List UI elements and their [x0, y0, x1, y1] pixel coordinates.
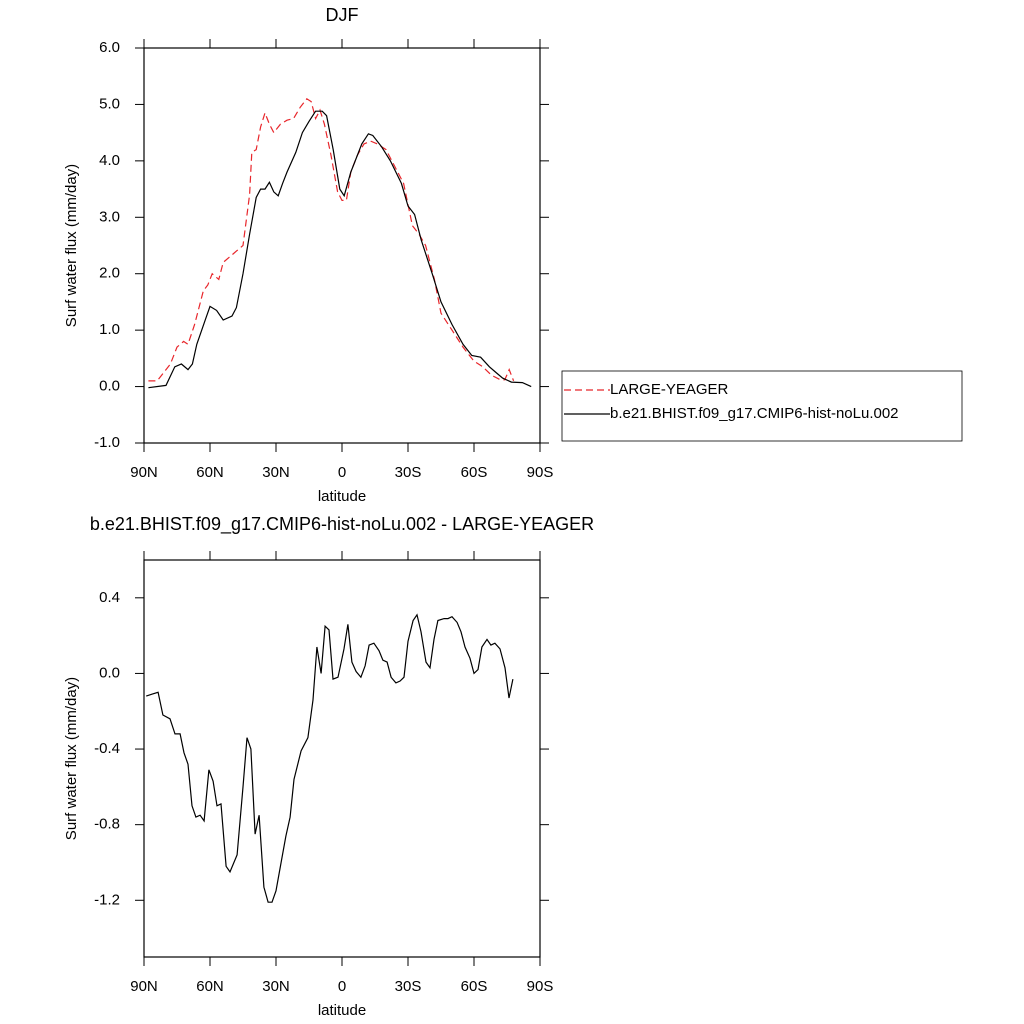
y-tick-label: 0.4: [99, 589, 120, 606]
x-tick-label: 0: [338, 978, 346, 995]
y-axis-label: Surf water flux (mm/day): [63, 677, 80, 840]
legend-label: LARGE-YEAGER: [610, 381, 729, 398]
chart-title: b.e21.BHIST.f09_g17.CMIP6-hist-noLu.002 …: [90, 514, 594, 535]
line-series: [148, 98, 515, 382]
x-tick-label: 30N: [262, 464, 290, 481]
y-tick-label: 0.0: [99, 664, 120, 681]
x-tick-label: 0: [338, 464, 346, 481]
y-tick-label: 4.0: [99, 152, 120, 169]
x-tick-label: 60N: [196, 464, 224, 481]
y-tick-label: 0.0: [99, 378, 120, 395]
x-axis-label: latitude: [318, 1002, 366, 1019]
x-tick-label: 30S: [395, 464, 422, 481]
y-tick-label: 2.0: [99, 265, 120, 282]
plot-frame: [143, 559, 541, 958]
chart-title: DJF: [326, 5, 359, 25]
x-tick-label: 60N: [196, 978, 224, 995]
y-tick-label: -0.4: [94, 740, 120, 757]
y-tick-label: 6.0: [99, 39, 120, 56]
x-tick-label: 90S: [527, 464, 554, 481]
y-axis-label: Surf water flux (mm/day): [63, 164, 80, 327]
x-tick-label: 60S: [461, 464, 488, 481]
y-tick-label: 5.0: [99, 95, 120, 112]
y-tick-label: -1.2: [94, 891, 120, 908]
line-series: [148, 110, 532, 389]
x-tick-label: 90S: [527, 978, 554, 995]
plot-frame: [143, 47, 541, 444]
y-tick-label: -0.8: [94, 816, 120, 833]
x-tick-label: 90N: [130, 978, 158, 995]
x-tick-label: 90N: [130, 464, 158, 481]
x-axis-label: latitude: [318, 488, 366, 505]
x-tick-label: 60S: [461, 978, 488, 995]
line-series: [146, 613, 514, 903]
legend-label: b.e21.BHIST.f09_g17.CMIP6-hist-noLu.002: [610, 405, 899, 422]
x-tick-label: 30N: [262, 978, 290, 995]
legend-box: [561, 370, 963, 442]
y-tick-label: -1.0: [94, 434, 120, 451]
x-tick-label: 30S: [395, 978, 422, 995]
y-tick-label: 3.0: [99, 208, 120, 225]
y-tick-label: 1.0: [99, 321, 120, 338]
